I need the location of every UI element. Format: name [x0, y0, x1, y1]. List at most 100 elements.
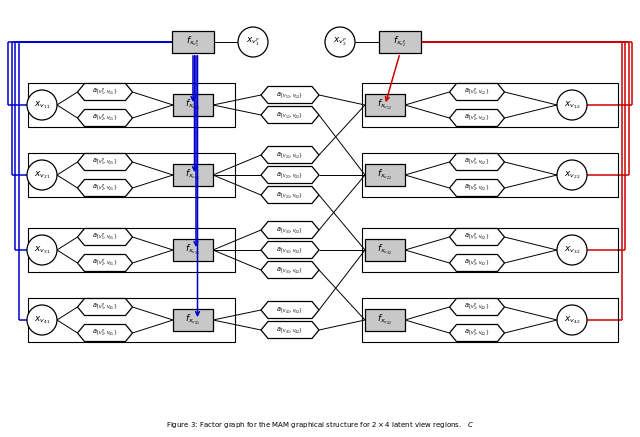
Text: $x_{v_{31}}$: $x_{v_{31}}$ [34, 244, 50, 256]
FancyBboxPatch shape [172, 31, 214, 53]
Text: $a_{\{v_2^P,v_{11}\}}$: $a_{\{v_2^P,v_{11}\}}$ [92, 113, 118, 123]
Text: $f_{x_{v_{22}}}$: $f_{x_{v_{22}}}$ [378, 168, 392, 182]
Circle shape [27, 160, 57, 190]
Bar [28, 228, 235, 272]
Polygon shape [77, 325, 132, 341]
Circle shape [557, 235, 587, 265]
Bar [362, 228, 618, 272]
Polygon shape [449, 229, 504, 246]
Text: $f_{x_{v_{41}}}$: $f_{x_{v_{41}}}$ [186, 313, 200, 327]
Polygon shape [77, 254, 132, 271]
Polygon shape [261, 302, 319, 319]
Bar [362, 83, 618, 127]
Text: $a_{\{v_1^P,v_{12}\}}$: $a_{\{v_1^P,v_{12}\}}$ [464, 87, 490, 97]
Circle shape [27, 90, 57, 120]
Polygon shape [77, 110, 132, 126]
Text: $a_{\{v_2^P,v_{32}\}}$: $a_{\{v_2^P,v_{32}\}}$ [464, 258, 490, 268]
Circle shape [557, 90, 587, 120]
Bar [28, 153, 235, 197]
Polygon shape [261, 242, 319, 259]
Text: $x_{v_{22}}$: $x_{v_{22}}$ [564, 169, 580, 181]
Polygon shape [449, 298, 504, 316]
Text: $a_{\{v_2^P,v_{31}\}}$: $a_{\{v_2^P,v_{31}\}}$ [92, 258, 118, 268]
Polygon shape [261, 166, 319, 184]
Polygon shape [261, 222, 319, 239]
Polygon shape [77, 153, 132, 170]
FancyBboxPatch shape [365, 309, 405, 331]
Polygon shape [77, 83, 132, 101]
Circle shape [325, 27, 355, 57]
FancyBboxPatch shape [365, 239, 405, 261]
Polygon shape [261, 146, 319, 163]
Text: $x_{v_{41}}$: $x_{v_{41}}$ [34, 314, 50, 326]
Text: $a_{\{v_{21},v_{12}\}}$: $a_{\{v_{21},v_{12}\}}$ [276, 150, 303, 160]
Polygon shape [261, 107, 319, 124]
Text: $x_{v_{42}}$: $x_{v_{42}}$ [564, 314, 580, 326]
Polygon shape [77, 229, 132, 246]
Polygon shape [261, 187, 319, 204]
Text: $x_{v_1^P}$: $x_{v_1^P}$ [246, 36, 260, 48]
Text: $a_{\{v_2^P,v_{12}\}}$: $a_{\{v_2^P,v_{12}\}}$ [464, 113, 490, 123]
Text: $f_{x_{v_{21}}}$: $f_{x_{v_{21}}}$ [186, 168, 200, 182]
Text: $a_{\{v_{31},v_{22}\}}$: $a_{\{v_{31},v_{22}\}}$ [276, 225, 303, 235]
FancyBboxPatch shape [365, 94, 405, 116]
Polygon shape [449, 254, 504, 271]
Circle shape [27, 305, 57, 335]
Circle shape [238, 27, 268, 57]
Bar [28, 83, 235, 127]
Text: $a_{\{v_{41},v_{42}\}}$: $a_{\{v_{41},v_{42}\}}$ [276, 325, 303, 335]
Text: $a_{\{v_1^P,v_{41}\}}$: $a_{\{v_1^P,v_{41}\}}$ [92, 302, 118, 312]
Text: $a_{\{v_2^P,v_{21}\}}$: $a_{\{v_2^P,v_{21}\}}$ [92, 183, 118, 193]
FancyBboxPatch shape [173, 309, 213, 331]
Bar [28, 298, 235, 342]
FancyBboxPatch shape [173, 94, 213, 116]
FancyBboxPatch shape [379, 31, 421, 53]
Text: $x_{v_2^P}$: $x_{v_2^P}$ [333, 36, 347, 48]
Text: $a_{\{v_1^P,v_{11}\}}$: $a_{\{v_1^P,v_{11}\}}$ [92, 87, 118, 97]
Text: $a_{\{v_{31},v_{42}\}}$: $a_{\{v_{31},v_{42}\}}$ [276, 265, 303, 275]
Text: $a_{\{v_{11},v_{12}\}}$: $a_{\{v_{11},v_{12}\}}$ [276, 90, 303, 100]
Text: $x_{v_{32}}$: $x_{v_{32}}$ [564, 244, 580, 256]
Polygon shape [449, 325, 504, 341]
Text: $f_{x_{v_{12}}}$: $f_{x_{v_{12}}}$ [378, 98, 392, 112]
Text: $a_{\{v_{41},v_{32}\}}$: $a_{\{v_{41},v_{32}\}}$ [276, 305, 303, 315]
Polygon shape [261, 87, 319, 104]
Text: $a_{\{v_{21},v_{22}\}}$: $a_{\{v_{21},v_{22}\}}$ [276, 170, 303, 180]
Text: $f_{x_{v_{31}}}$: $f_{x_{v_{31}}}$ [186, 243, 200, 257]
Text: $a_{\{v_{31},v_{32}\}}$: $a_{\{v_{31},v_{32}\}}$ [276, 245, 303, 255]
Text: $a_{\{v_2^P,v_{22}\}}$: $a_{\{v_2^P,v_{22}\}}$ [464, 183, 490, 193]
Text: $x_{v_{21}}$: $x_{v_{21}}$ [34, 169, 50, 181]
Circle shape [557, 305, 587, 335]
Text: $a_{\{v_1^P,v_{42}\}}$: $a_{\{v_1^P,v_{42}\}}$ [464, 302, 490, 312]
Text: $f_{x_{v_1^P}}$: $f_{x_{v_1^P}}$ [186, 35, 200, 49]
Text: Figure 3: Factor graph for the MAM graphical structure for $2\times 4$ latent vi: Figure 3: Factor graph for the MAM graph… [166, 420, 474, 430]
Text: $a_{\{v_{21},v_{32}\}}$: $a_{\{v_{21},v_{32}\}}$ [276, 190, 303, 200]
Text: $a_{\{v_1^P,v_{32}\}}$: $a_{\{v_1^P,v_{32}\}}$ [464, 232, 490, 242]
Polygon shape [77, 298, 132, 316]
Text: $f_{x_{v_2^P}}$: $f_{x_{v_2^P}}$ [393, 35, 407, 49]
Text: $a_{\{v_1^P,v_{31}\}}$: $a_{\{v_1^P,v_{31}\}}$ [92, 232, 118, 242]
Text: $f_{x_{v_{11}}}$: $f_{x_{v_{11}}}$ [186, 98, 200, 112]
Circle shape [27, 235, 57, 265]
Polygon shape [449, 180, 504, 197]
Text: $f_{x_{v_{42}}}$: $f_{x_{v_{42}}}$ [378, 313, 392, 327]
Text: $f_{x_{v_{32}}}$: $f_{x_{v_{32}}}$ [378, 243, 392, 257]
Polygon shape [449, 153, 504, 170]
Text: $x_{v_{12}}$: $x_{v_{12}}$ [564, 99, 580, 111]
Bar [362, 298, 618, 342]
FancyBboxPatch shape [365, 164, 405, 186]
Text: $a_{\{v_1^P,v_{22}\}}$: $a_{\{v_1^P,v_{22}\}}$ [464, 157, 490, 167]
Polygon shape [77, 180, 132, 197]
Polygon shape [261, 322, 319, 339]
Bar [362, 153, 618, 197]
Text: $a_{\{v_2^P,v_{41}\}}$: $a_{\{v_2^P,v_{41}\}}$ [92, 328, 118, 338]
Text: $a_{\{v_2^P,v_{42}\}}$: $a_{\{v_2^P,v_{42}\}}$ [464, 328, 490, 338]
FancyBboxPatch shape [173, 239, 213, 261]
Text: $x_{v_{11}}$: $x_{v_{11}}$ [34, 99, 50, 111]
Text: $a_{\{v_{11},v_{22}\}}$: $a_{\{v_{11},v_{22}\}}$ [276, 110, 303, 120]
Polygon shape [449, 110, 504, 126]
Circle shape [557, 160, 587, 190]
Polygon shape [261, 261, 319, 278]
Polygon shape [449, 83, 504, 101]
Text: $a_{\{v_1^P,v_{21}\}}$: $a_{\{v_1^P,v_{21}\}}$ [92, 157, 118, 167]
